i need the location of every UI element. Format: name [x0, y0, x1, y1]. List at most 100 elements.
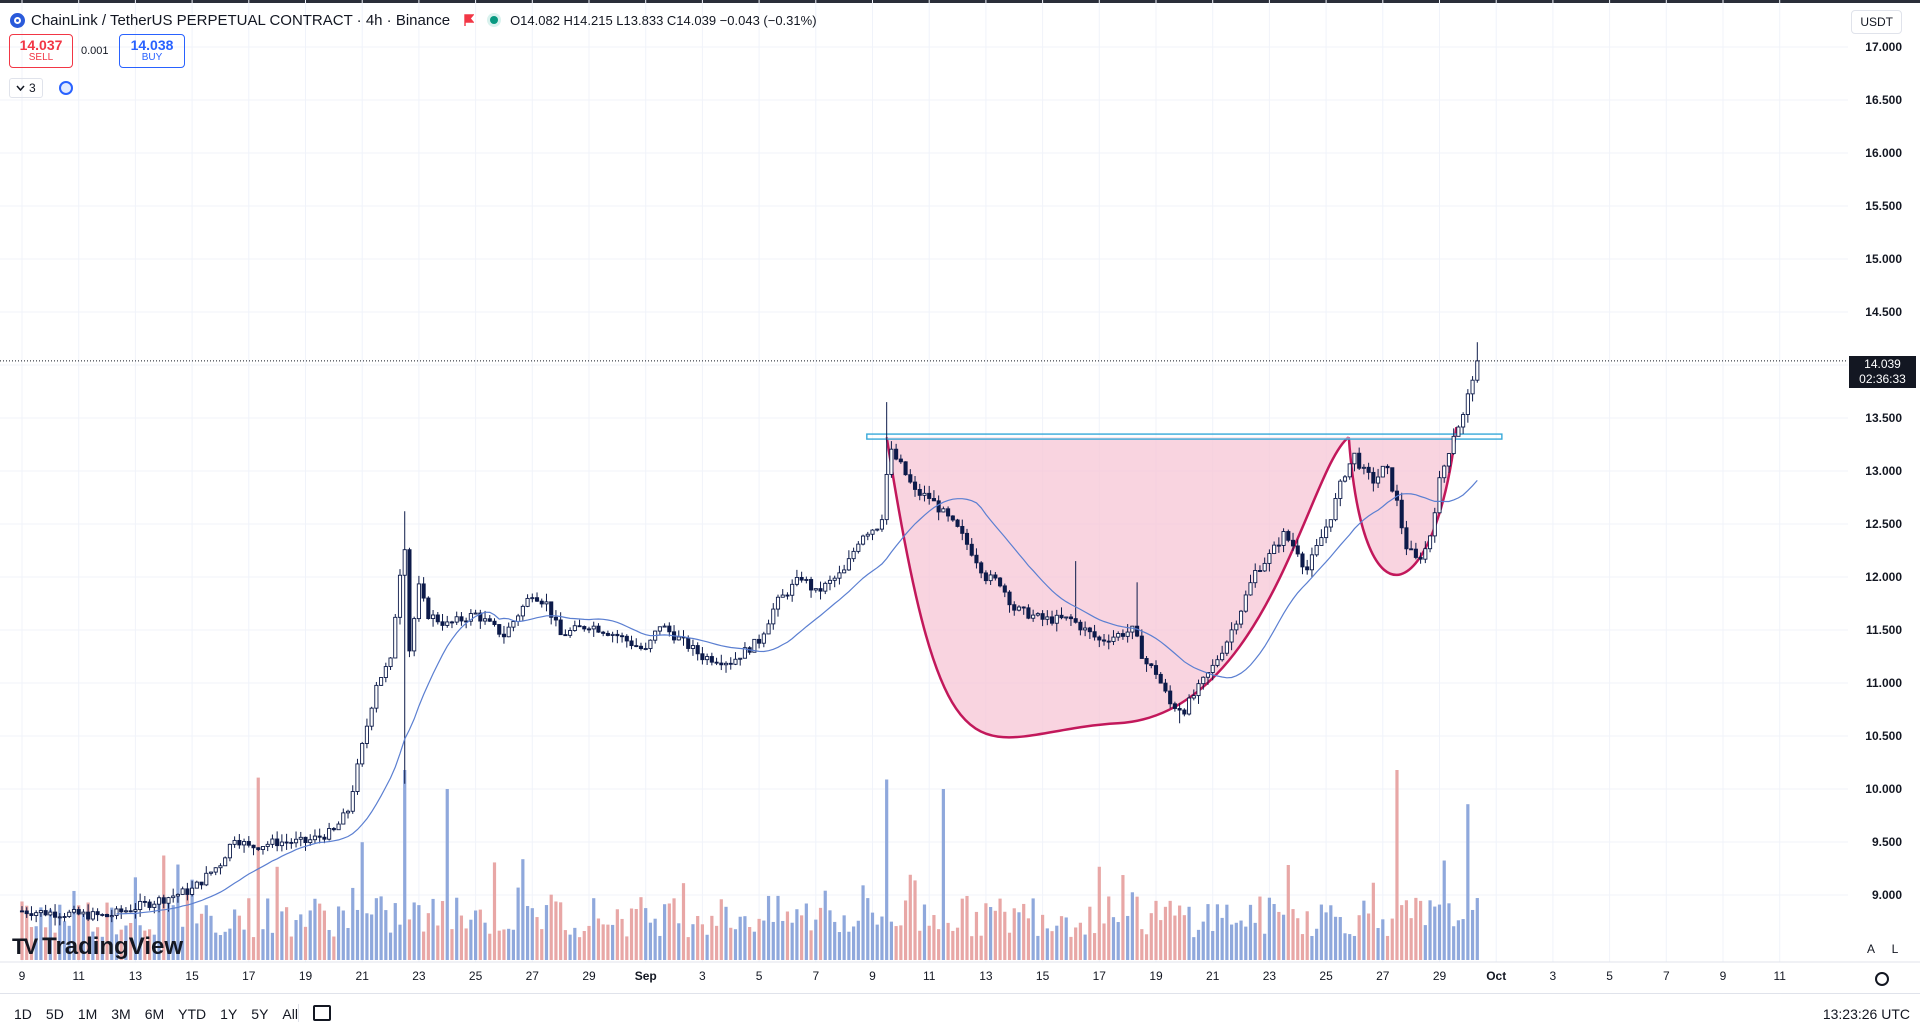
- flag-icon[interactable]: [464, 14, 475, 26]
- range-1d[interactable]: 1D: [14, 1006, 32, 1022]
- candle-body: [950, 515, 955, 521]
- range-all[interactable]: All: [282, 1006, 298, 1022]
- candle-body: [487, 618, 492, 622]
- candle-body: [1026, 607, 1031, 619]
- candle-body: [1205, 672, 1211, 678]
- volume-bar: [393, 903, 397, 960]
- range-1y[interactable]: 1Y: [220, 1006, 238, 1022]
- volume-bar: [360, 842, 364, 960]
- time-tick-label: 21: [1206, 969, 1220, 983]
- candle-body: [1215, 659, 1220, 666]
- candle-body: [402, 549, 407, 576]
- candle-body: [690, 645, 695, 649]
- volume-bar: [1192, 937, 1196, 960]
- indicators-toggle[interactable]: 3: [9, 78, 43, 98]
- volume-bar: [422, 931, 426, 960]
- candle-body: [809, 579, 814, 591]
- range-ytd[interactable]: YTD: [178, 1006, 207, 1022]
- candle-body: [1040, 613, 1045, 620]
- volume-bar: [837, 932, 842, 960]
- candle-body: [1257, 570, 1262, 572]
- volume-bar: [1154, 900, 1158, 960]
- candle-body: [1153, 665, 1159, 675]
- candle-body: [1149, 663, 1154, 666]
- volume-bar: [1390, 918, 1394, 960]
- volume-bar: [332, 936, 336, 960]
- volume-bar: [53, 932, 57, 960]
- candle-body: [1191, 695, 1196, 699]
- buy-button[interactable]: 14.038 BUY: [119, 34, 185, 68]
- candle-body: [558, 619, 563, 636]
- volume-bar: [559, 902, 563, 960]
- candle-body: [1272, 544, 1277, 554]
- volume-bar: [1069, 936, 1073, 960]
- volume-bar: [1362, 900, 1366, 960]
- range-3m[interactable]: 3M: [111, 1006, 131, 1022]
- volume-bar: [346, 927, 350, 960]
- last-price-label: 14.039 02:36:33: [1849, 356, 1916, 388]
- volume-bar: [691, 924, 695, 960]
- symbol-title[interactable]: ChainLink / TetherUS PERPETUAL CONTRACT …: [31, 11, 451, 29]
- candle-body: [24, 910, 29, 915]
- volume-bar: [1149, 913, 1153, 960]
- candle-body: [100, 913, 105, 916]
- candle-body: [1390, 467, 1395, 492]
- volume-bar: [1092, 933, 1097, 960]
- time-tick-label: 17: [242, 969, 256, 983]
- volume-bar: [39, 907, 43, 960]
- volume-bar: [634, 909, 638, 960]
- volume-bar: [979, 935, 983, 960]
- volume-bar: [932, 915, 936, 960]
- range-5y[interactable]: 5Y: [251, 1006, 269, 1022]
- cup-fill: [886, 437, 1349, 738]
- ohlc-values: O14.082 H14.215 L13.833 C14.039 −0.043 (…: [510, 12, 817, 28]
- date-range-icon[interactable]: [313, 1005, 331, 1021]
- candle-body: [194, 881, 199, 889]
- candle-body: [761, 633, 766, 644]
- candle-body: [1111, 636, 1116, 642]
- volume-bar: [1267, 897, 1271, 960]
- range-1m[interactable]: 1M: [77, 1006, 98, 1022]
- candle-body: [837, 572, 842, 579]
- time-tick-label: 15: [1036, 969, 1050, 983]
- log-scale-button[interactable]: L: [1891, 942, 1899, 956]
- tradingview-logo[interactable]: TV TradingView: [12, 933, 183, 961]
- candle-body: [327, 828, 332, 840]
- candle-body: [1366, 466, 1371, 473]
- volume-bar: [497, 930, 501, 960]
- candle-body: [204, 872, 209, 886]
- range-6m[interactable]: 6M: [144, 1006, 165, 1022]
- sync-icon[interactable]: [59, 81, 73, 95]
- range-5d[interactable]: 5D: [45, 1006, 64, 1022]
- currency-selector[interactable]: USDT: [1851, 10, 1902, 34]
- volume-bar: [1036, 935, 1040, 960]
- candle-body: [242, 841, 247, 846]
- time-tick-label: 19: [1149, 969, 1163, 983]
- volume-bar: [1447, 903, 1451, 960]
- volume-bar: [29, 927, 34, 960]
- volume-bar: [1121, 875, 1125, 960]
- candle-body: [1220, 652, 1225, 661]
- price-tick-label: 13.000: [1865, 464, 1902, 478]
- candle-body: [190, 887, 195, 895]
- candle-body: [1333, 498, 1338, 521]
- volume-bar: [568, 934, 572, 960]
- sell-button[interactable]: 14.037 SELL: [9, 34, 73, 68]
- volume-bar: [1423, 925, 1427, 960]
- volume-bar: [171, 905, 175, 960]
- candle-body: [1021, 606, 1026, 609]
- gear-icon[interactable]: [1875, 972, 1889, 986]
- volume-bar: [81, 914, 86, 960]
- volume-bar: [738, 916, 742, 960]
- volume-bar: [875, 924, 879, 960]
- candle-body: [1376, 476, 1381, 484]
- candle-body: [1101, 639, 1107, 642]
- candle-body: [308, 839, 313, 844]
- candle-body: [695, 645, 700, 655]
- volume-bar: [1225, 904, 1229, 960]
- utc-clock[interactable]: 13:23:26 UTC: [1822, 1006, 1910, 1022]
- volume-bar: [166, 898, 171, 960]
- volume-bar: [1343, 933, 1347, 960]
- auto-scale-button[interactable]: A: [1866, 942, 1875, 956]
